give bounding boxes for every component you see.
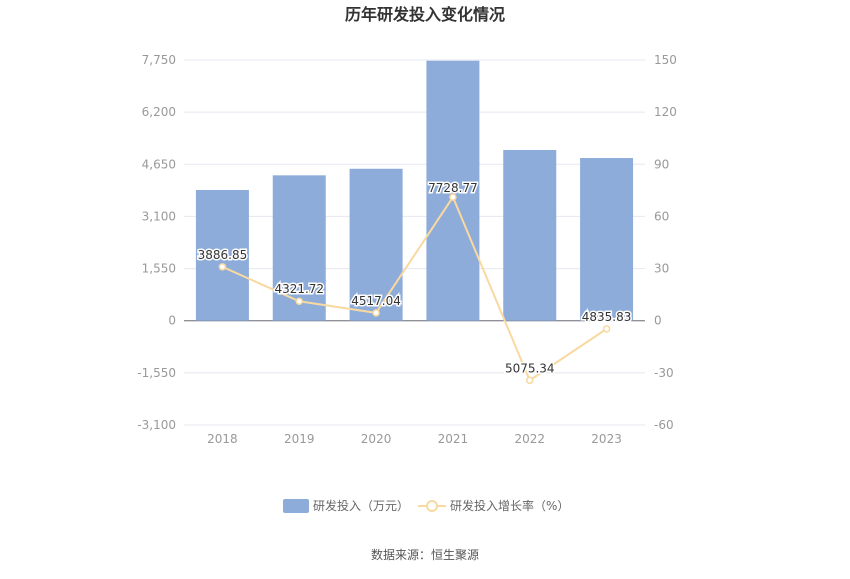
bar[interactable]: [580, 158, 634, 321]
growth-line: [222, 195, 608, 382]
right-axis-tick-label: 120: [654, 105, 677, 119]
legend[interactable]: 研发投入（万元） 研发投入增长率（%）: [283, 498, 569, 513]
right-axis-tick-label: -30: [654, 366, 674, 380]
x-axis-tick-label: 2022: [514, 432, 545, 446]
bar-data-label: 7728.77: [428, 181, 478, 195]
bar-series: [195, 60, 634, 321]
bar[interactable]: [426, 60, 480, 321]
chart-title: 历年研发投入变化情况: [345, 5, 505, 24]
bar-data-label: 4321.72: [274, 282, 324, 296]
x-axis-tick-label: 2021: [438, 432, 469, 446]
legend-bar-label: 研发投入（万元）: [313, 498, 409, 513]
legend-bar-swatch: [283, 499, 309, 513]
legend-item-bar[interactable]: 研发投入（万元）: [283, 498, 409, 513]
bar-data-label: 5075.34: [505, 361, 555, 375]
line-point[interactable]: [602, 325, 611, 333]
right-axis-tick-label: 60: [654, 209, 669, 223]
bar-data-label: 3886.85: [198, 248, 248, 262]
left-axis-tick-label: 1,550: [142, 262, 176, 276]
line-point[interactable]: [449, 193, 457, 201]
legend-line-label: 研发投入增长率（%）: [450, 498, 569, 513]
x-axis-tick-label: 2019: [284, 432, 315, 446]
legend-item-line[interactable]: 研发投入增长率（%）: [418, 498, 569, 513]
right-axis-tick-label: 30: [654, 262, 669, 276]
x-axis-tick-label: 2018: [207, 432, 238, 446]
bar[interactable]: [272, 175, 326, 321]
left-axis-tick-label: 3,100: [142, 209, 176, 223]
bar-data-label: 4517.04: [351, 294, 401, 308]
left-axis-tick-label: 0: [168, 314, 176, 328]
source-note: 数据来源：恒生聚源: [371, 547, 479, 562]
bar[interactable]: [349, 168, 403, 321]
left-axis-tick-label: 7,750: [142, 53, 176, 67]
bar[interactable]: [503, 149, 557, 321]
line-point[interactable]: [218, 263, 227, 271]
right-axis-tick-label: 0: [654, 314, 662, 328]
axis-ticks: 7,750 150 6,200 120 4,650 90 3,100 60 1,550 30 0 0 -…: [137, 53, 677, 446]
bar[interactable]: [195, 189, 249, 321]
left-axis-tick-label: 4,650: [142, 157, 176, 171]
right-axis-tick-label: -60: [654, 418, 674, 432]
right-axis-tick-label: 150: [654, 53, 677, 67]
line-point[interactable]: [295, 297, 303, 305]
line-point[interactable]: [526, 376, 534, 385]
left-axis-tick-label: 6,200: [142, 105, 176, 119]
left-axis-tick-label: -3,100: [137, 418, 176, 432]
x-axis-tick-label: 2023: [591, 432, 622, 446]
bar-data-label: 4835.83: [582, 310, 632, 324]
left-axis-tick-label: -1,550: [137, 366, 176, 380]
legend-line-marker: [426, 500, 438, 512]
right-axis-tick-label: 90: [654, 157, 669, 171]
x-axis-tick-label: 2020: [361, 432, 392, 446]
line-series: [218, 193, 611, 385]
grid-lines: [184, 59, 645, 426]
data-labels: 3886.85 4321.72 4517.04 7728.77 5075.34 4835.…: [196, 180, 633, 377]
line-point[interactable]: [372, 309, 380, 317]
